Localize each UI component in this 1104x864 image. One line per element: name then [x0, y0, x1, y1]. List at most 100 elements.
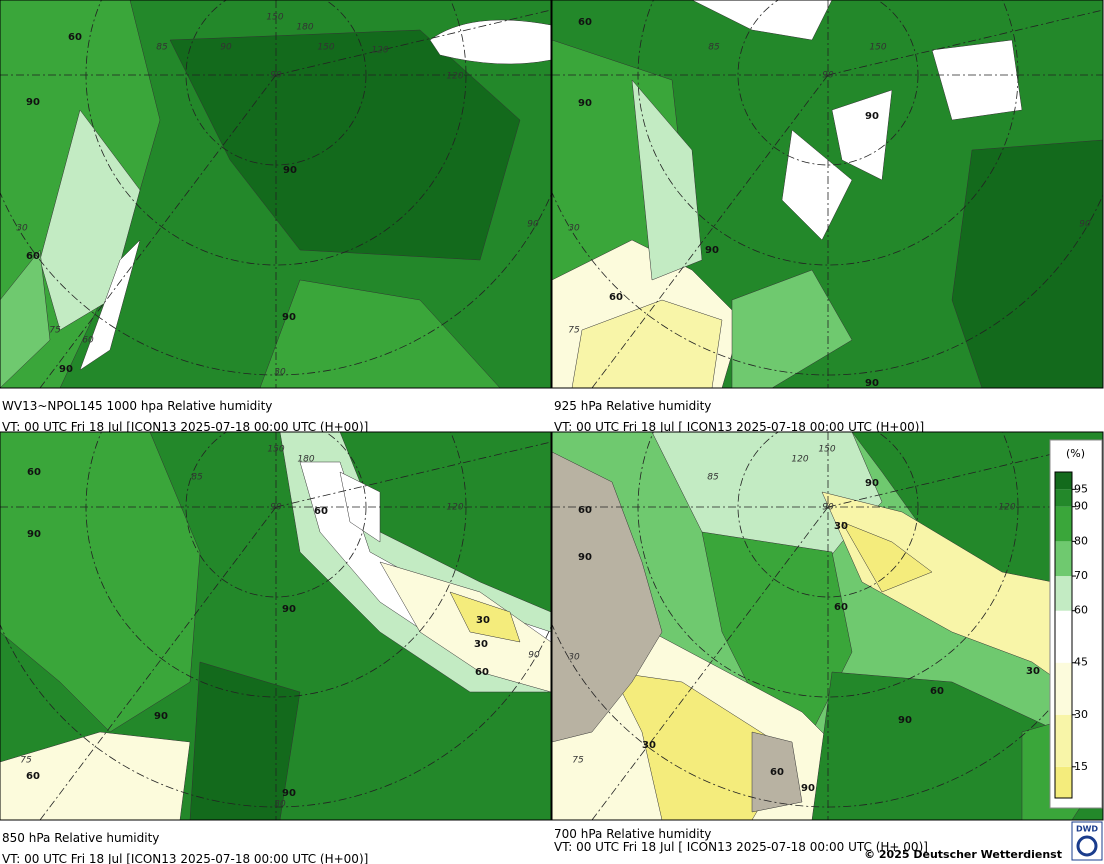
humidity-area [691, 0, 833, 41]
humidity-area [951, 139, 1103, 388]
colorbar-band [1055, 766, 1072, 798]
grid-label: 150 [266, 13, 283, 23]
contour-label: 90 [59, 364, 73, 375]
grid-label: 85 [191, 473, 203, 483]
grid-label: 150 [869, 43, 886, 53]
grid-label: 150 [818, 445, 835, 455]
panel-valid-time: VT: 00 UTC Fri 18 Jul [ICON13 2025-07-18… [2, 852, 368, 864]
contour-label: 90 [27, 529, 41, 540]
humidity-area [931, 39, 1023, 121]
contour-label: 90 [705, 245, 719, 256]
map-area: 85 150 90 30 75 90 60 90 90 90 60 90 [552, 0, 1103, 389]
humidity-area [751, 731, 803, 813]
latitude-circle [737, 432, 919, 598]
grid-label: 90 [270, 503, 282, 513]
map-frame [0, 0, 552, 389]
meridian [39, 74, 277, 388]
grid-label: 75 [568, 326, 580, 336]
grid-label: 120 [446, 72, 463, 82]
colorbar-tick-label: 60 [1074, 604, 1088, 617]
map-area: 120 150 180 150 85 90 90 120 30 75 60 30 90 60 90 90 90 6… [0, 0, 551, 388]
colorbar-band [1055, 489, 1072, 507]
meridian [275, 441, 551, 508]
colorbar-tick-label: 70 [1074, 569, 1088, 582]
grid-label: 30 [274, 368, 286, 378]
contour-label: 90 [283, 165, 297, 176]
humidity-area [79, 239, 141, 371]
contour-label: 90 [282, 312, 296, 323]
contour-label: 90 [801, 783, 815, 794]
humidity-area [449, 591, 521, 643]
contour-label: 30 [642, 740, 656, 751]
dwd-logo-text: DWD [1076, 825, 1098, 834]
humidity-area [631, 79, 703, 281]
humidity-area [259, 279, 501, 388]
contour-label: 60 [770, 767, 784, 778]
grid-label: 85 [707, 473, 719, 483]
colorbar-band [1055, 662, 1072, 715]
meridian [275, 9, 551, 76]
contour-label: 90 [26, 97, 40, 108]
grid-label: 30 [274, 800, 286, 810]
grid-label: 30 [568, 653, 580, 663]
humidity-area [781, 129, 853, 241]
humidity-area [611, 671, 793, 820]
dwd-logo-icon [1076, 835, 1098, 857]
panel-title: 925 hPa Relative humidity [554, 399, 711, 413]
panel-valid-time: VT: 00 UTC Fri 18 Jul [ICON13 2025-07-18… [2, 420, 368, 434]
colorbar-band [1055, 610, 1072, 663]
grid-label: 75 [572, 756, 584, 766]
contour-label: 30 [1026, 666, 1040, 677]
contour-label: 60 [27, 467, 41, 478]
humidity-area [731, 269, 853, 388]
grid-label: 30 [568, 224, 580, 234]
contour-label: 90 [578, 552, 592, 563]
grid-label: 85 [708, 43, 720, 53]
grid-label: 60 [82, 336, 94, 346]
colorbar-tick-label: 90 [1074, 500, 1088, 513]
grid-label: 120 [446, 503, 463, 513]
grid-label: 30 [16, 224, 28, 234]
latitude-circle [185, 0, 367, 166]
contour-label: 30 [834, 521, 848, 532]
grid-label: 90 [527, 220, 539, 230]
contour-label: 60 [475, 667, 489, 678]
grid-label: 90 [822, 71, 834, 81]
grid-label: 150 [267, 445, 284, 455]
map-frame [551, 0, 1104, 389]
contour-label: 60 [578, 17, 592, 28]
contour-label: 30 [476, 615, 490, 626]
humidity-area [169, 29, 521, 261]
colorbar-band [1055, 576, 1072, 611]
humidity-area [831, 89, 893, 181]
contour-label: 90 [865, 378, 879, 389]
contour-label: 30 [474, 639, 488, 650]
colorbar-tick-label: 15 [1074, 760, 1088, 773]
grid-label: 75 [49, 326, 61, 336]
colorbar-band [1055, 541, 1072, 577]
grid-label: 120 [371, 46, 388, 56]
humidity-area [379, 561, 551, 693]
contour-label: 90 [282, 604, 296, 615]
map-panel: 120 150 180 150 85 90 90 120 30 75 60 30 90 60 90 90 90 6… [0, 0, 552, 434]
colorbar-tick-label: 80 [1074, 534, 1088, 547]
contour-label: 60 [578, 505, 592, 516]
contour-label: 90 [154, 711, 168, 722]
latitude-circle [185, 432, 367, 598]
contour-label: 60 [26, 251, 40, 262]
grid-label: 120 [791, 455, 808, 465]
footer-copyright: © 2025 Deutscher Wetterdienst [864, 848, 1062, 861]
meridian [39, 506, 277, 820]
humidity-area [0, 731, 191, 820]
colorbar-band [1055, 714, 1072, 767]
humidity-area [0, 249, 51, 388]
contour-label: 60 [26, 771, 40, 782]
humidity-area [571, 299, 723, 388]
grid-label: 90 [220, 43, 232, 53]
humidity-area [552, 451, 663, 743]
map-frame [551, 431, 1104, 821]
grid-label: 75 [20, 756, 32, 766]
meridian [591, 74, 829, 388]
